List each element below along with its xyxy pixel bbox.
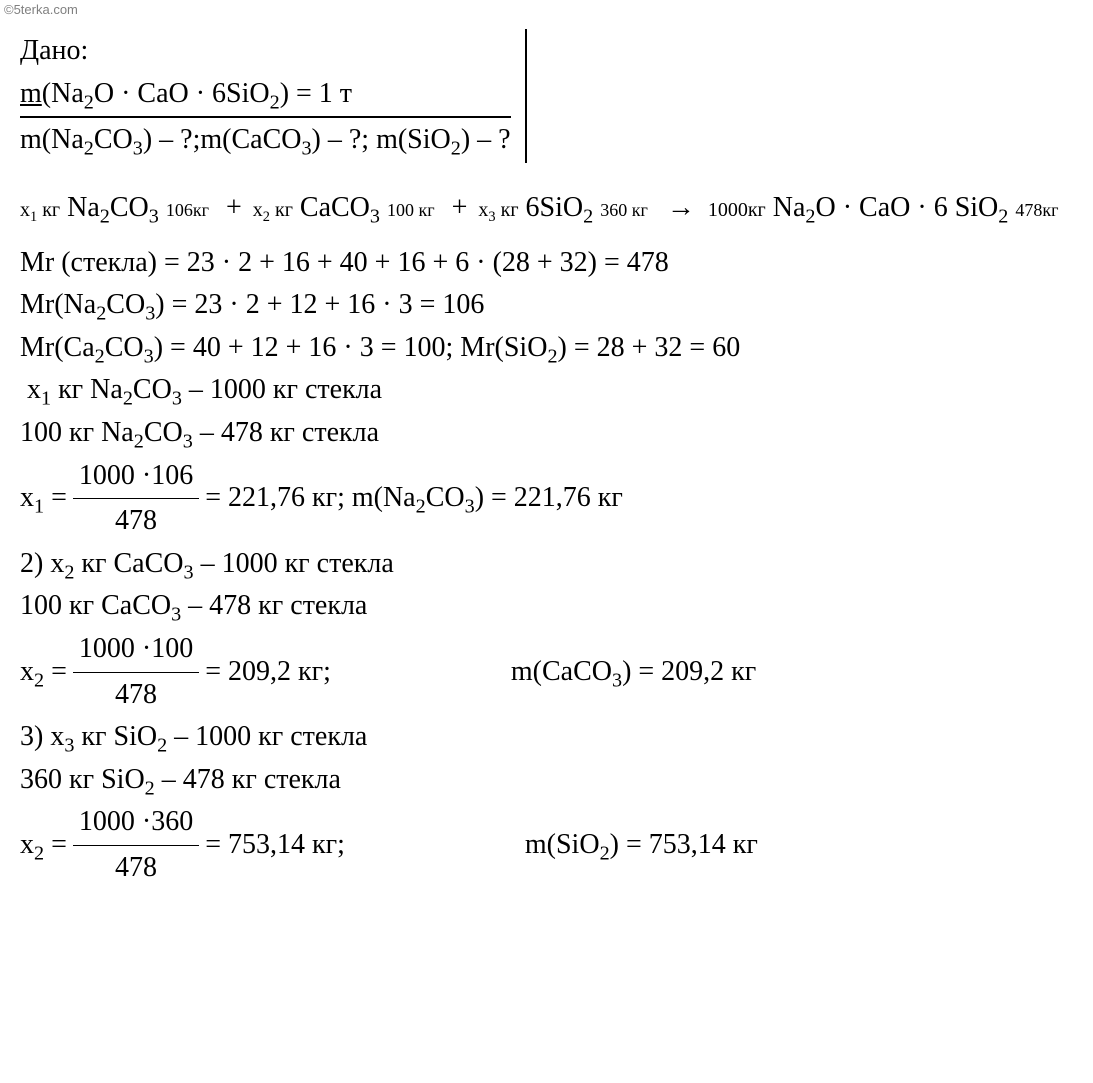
x3-calc: x2 = 1000 ·360 478 = 753,14 кг; m(SiO2) … (20, 802, 1073, 888)
given-question: m(Na2CO3) – ?;m(CaCO3) – ?; m(SiO2) – ? (20, 120, 511, 161)
x1-lhs: x1 = (20, 478, 67, 519)
na2co3-molar: 106кг (166, 200, 209, 220)
prop3-line-b: 360 кг SiO2 – 478 кг стекла (20, 760, 1073, 801)
prop2-line-b: 100 кг CaCO3 – 478 кг стекла (20, 586, 1073, 627)
glass-molar: 478кг (1015, 200, 1058, 220)
given-title: Дано: (20, 31, 511, 72)
x2-calc: x2 = 1000 ·100 478 = 209,2 кг; m(CaCO3) … (20, 629, 1073, 715)
x3-fraction: 1000 ·360 478 (73, 802, 199, 888)
x2-lhs: x2 = (20, 652, 67, 693)
reaction-arrow: → (661, 188, 701, 229)
m-sio2-result: m(SiO2) = 753,14 кг (525, 825, 758, 866)
x2-denominator: 478 (73, 673, 199, 716)
x3-denominator: 478 (73, 846, 199, 889)
given-mass-glass: m(Na2O · CaO · 6SiO2) = 1 т (20, 74, 511, 119)
x3-label: x3 кг (478, 199, 518, 221)
prop2-line-a: 2) x2 кг CaCO3 – 1000 кг стекла (20, 544, 1073, 585)
m-caco3-result: m(CaCO3) = 209,2 кг (511, 652, 756, 693)
mr-na2co3: Mr(Na2CO3) = 23 · 2 + 12 + 16 · 3 = 106 (20, 285, 1073, 326)
prop3-line-a: 3) x3 кг SiO2 – 1000 кг стекла (20, 717, 1073, 758)
x2-numerator: 1000 ·100 (73, 629, 199, 673)
mr-caco3-sio2: Mr(Ca2CO3) = 40 + 12 + 16 · 3 = 100; Mr(… (20, 328, 1073, 369)
glass-formula: Na2O · CaO · 6 SiO2 (773, 192, 1009, 223)
x3-numerator: 1000 ·360 (73, 802, 199, 846)
na2co3-formula: Na2CO3 (67, 192, 159, 223)
x3-rhs: = 753,14 кг; (205, 825, 345, 866)
caco3-molar: 100 кг (387, 200, 435, 220)
x1-numerator: 1000 ·106 (73, 456, 199, 500)
prop1-line-a: x1 кг Na2CO3 – 1000 кг стекла (20, 370, 1073, 411)
plus-2: + (448, 188, 472, 229)
x1-calc: x1 = 1000 ·106 478 = 221,76 кг; m(Na2CO3… (20, 456, 1073, 542)
sio2-formula: 6SiO2 (526, 192, 594, 223)
plus-1: + (222, 188, 246, 229)
product-glass: 1000кг Na2O · CaO · 6 SiO2 478кг (708, 188, 1059, 229)
product-mass: 1000кг (708, 199, 766, 221)
x1-fraction: 1000 ·106 478 (73, 456, 199, 542)
sio2-molar: 360 кг (600, 200, 648, 220)
caco3-formula: CaCO3 (300, 192, 380, 223)
reaction-equation: x1 кг Na2CO3 106кг + x2 кг CaCO3 100 кг … (20, 187, 1073, 229)
watermark: ©5terka.com (0, 0, 1093, 19)
solution-page: Дано: m(Na2O · CaO · 6SiO2) = 1 т m(Na2C… (0, 19, 1093, 911)
reactant-na2co3: x1 кг Na2CO3 106кг (20, 188, 209, 229)
reactant-sio2: x3 кг 6SiO2 360 кг (478, 188, 647, 229)
x3-lhs: x2 = (20, 825, 67, 866)
x1-denominator: 478 (73, 499, 199, 542)
prop1-line-b: 100 кг Na2CO3 – 478 кг стекла (20, 413, 1073, 454)
reactant-caco3: x2 кг CaCO3 100 кг (253, 188, 435, 229)
mr-glass: Mr (стекла) = 23 · 2 + 16 + 40 + 16 + 6 … (20, 243, 1073, 284)
x2-rhs: = 209,2 кг; (205, 652, 331, 693)
x2-fraction: 1000 ·100 478 (73, 629, 199, 715)
x2-label: x2 кг (253, 199, 293, 221)
given-block: Дано: m(Na2O · CaO · 6SiO2) = 1 т m(Na2C… (20, 29, 527, 163)
x1-result: = 221,76 кг; m(Na2CO3) = 221,76 кг (205, 478, 623, 519)
x1-label: x1 кг (20, 199, 60, 221)
